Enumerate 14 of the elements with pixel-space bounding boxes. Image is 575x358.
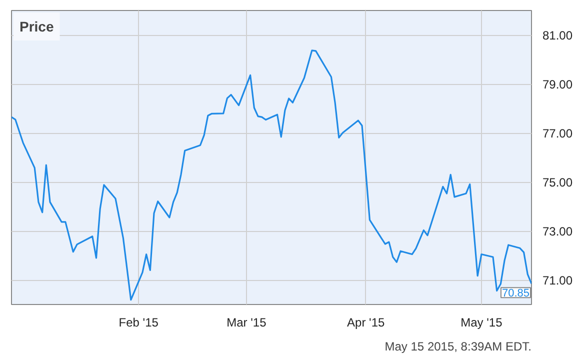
y-tick-label: 79.00 bbox=[542, 78, 573, 92]
text: Price bbox=[20, 18, 54, 34]
y-tick-label: 81.00 bbox=[542, 28, 573, 42]
x-tick-label: Mar '15 bbox=[226, 316, 267, 330]
y-tick-label: 77.00 bbox=[542, 126, 573, 140]
x-tick-label: May '15 bbox=[460, 316, 503, 330]
text: May 15 2015, 8:39AM EDT. bbox=[384, 340, 532, 354]
line-series bbox=[12, 50, 532, 301]
y-tick-label: 75.00 bbox=[542, 176, 573, 190]
y-tick-label: 71.00 bbox=[542, 274, 573, 288]
x-tick-label: Apr '15 bbox=[347, 316, 386, 330]
data-label: 70.85 bbox=[502, 288, 530, 300]
y-tick-label: 73.00 bbox=[542, 224, 573, 238]
x-tick-label: Feb '15 bbox=[118, 316, 159, 330]
